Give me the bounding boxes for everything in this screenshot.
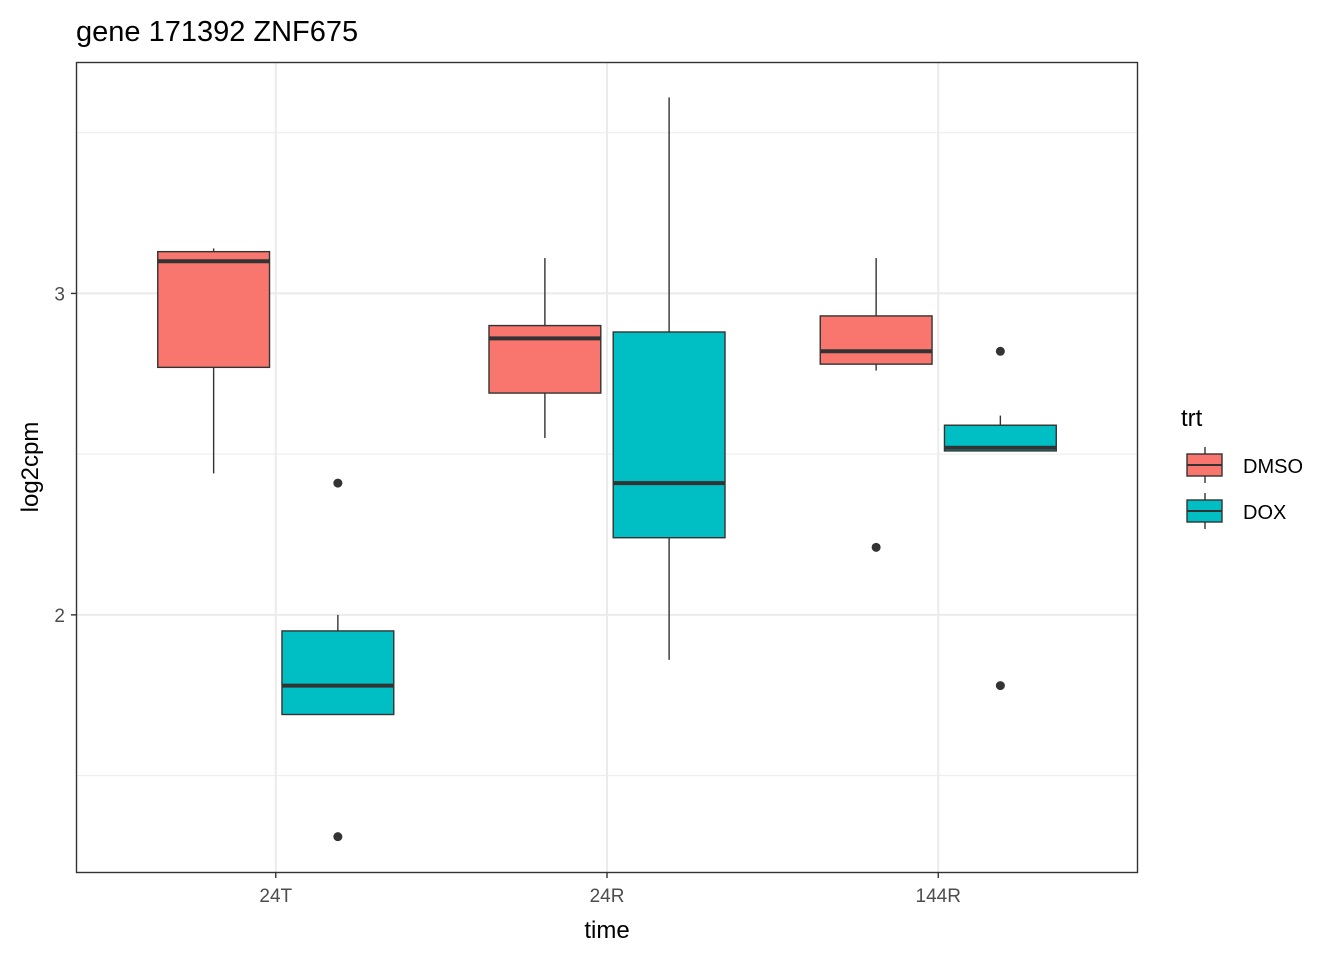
x-tick-label: 144R xyxy=(916,886,961,907)
legend-title: trt xyxy=(1181,405,1203,432)
x-axis: 24T 24R 144R xyxy=(259,872,961,907)
outlier-point xyxy=(333,478,343,488)
box-dmso-24r xyxy=(488,258,602,439)
y-axis-title: log2cpm xyxy=(17,422,44,513)
box-body xyxy=(612,331,726,539)
legend: trt DMSO DOX xyxy=(1181,405,1303,529)
outlier-point xyxy=(995,681,1005,691)
box-dmso-24t xyxy=(157,248,271,474)
box-body xyxy=(281,630,395,716)
legend-item-dox: DOX xyxy=(1186,493,1286,529)
chart-title: gene 171392 ZNF675 xyxy=(76,16,358,48)
grid xyxy=(77,62,1137,872)
outlier-point xyxy=(995,346,1005,356)
legend-item-dmso: DMSO xyxy=(1186,447,1303,483)
y-tick-label: 3 xyxy=(54,284,65,305)
legend-label: DMSO xyxy=(1243,456,1303,478)
x-tick-label: 24R xyxy=(590,886,625,907)
box-body xyxy=(157,250,271,369)
x-tick-label: 24T xyxy=(259,886,292,907)
y-tick-label: 2 xyxy=(54,606,65,627)
box-body xyxy=(488,324,602,394)
box-dox-24t xyxy=(281,478,395,842)
outlier-point xyxy=(333,832,343,842)
box-body xyxy=(819,315,933,365)
boxes xyxy=(157,97,1057,842)
legend-label: DOX xyxy=(1243,502,1286,524)
x-axis-title: time xyxy=(584,917,629,944)
box-dox-144r xyxy=(943,346,1057,691)
outlier-point xyxy=(871,542,881,552)
y-axis: 23 xyxy=(54,284,77,627)
box-dmso-144r xyxy=(819,258,933,552)
box-dox-24r xyxy=(612,97,726,660)
